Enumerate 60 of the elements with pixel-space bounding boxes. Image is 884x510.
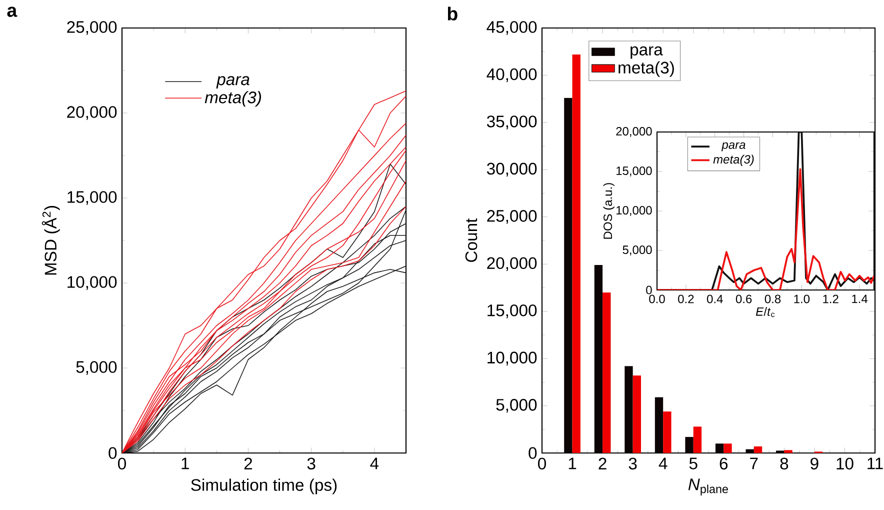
x-tick-label: 3 [628, 458, 637, 470]
x-tick-label: 9 [810, 458, 818, 470]
x-tick-label: 0 [538, 458, 546, 470]
y-tick-label: 5,000 [496, 398, 537, 413]
y-tick-label: 25,000 [67, 21, 117, 35]
x-tick-label: 6 [720, 458, 728, 470]
x-axis-title: N$_{plane}$ [688, 478, 728, 496]
x-tick-label: 11 [868, 458, 883, 470]
y-tick-label: 45,000 [486, 21, 537, 35]
chart-title: a [7, 6, 18, 17]
y-tick-label: 15,000 [616, 166, 652, 176]
legend-label: para [630, 46, 663, 59]
x-tick-label: 2 [598, 458, 606, 470]
x-tick-label: 1.4 [852, 294, 868, 303]
legend-label: meta(3) [204, 91, 262, 107]
y-tick-label: 25,000 [487, 210, 537, 224]
x-tick-label: 4 [370, 458, 379, 470]
x-tick-label: 1 [568, 458, 576, 470]
y-tick-label: 20,000 [67, 106, 117, 120]
y-tick-label: 10,000 [68, 276, 117, 290]
x-axis-title: E/t$_{c}$ [756, 307, 775, 318]
y-tick-label: 0 [528, 447, 537, 459]
y-axis-title: MSD (Å$^{2}$) [42, 206, 60, 275]
y-tick-label: 0 [646, 286, 652, 294]
x-tick-label: 5 [689, 458, 698, 470]
x-tick-label: 1.2 [823, 294, 838, 304]
y-tick-label: 10,000 [488, 352, 537, 366]
y-tick-label: 15,000 [68, 191, 117, 205]
x-tick-label: 0.0 [649, 294, 665, 304]
x-tick-label: 8 [780, 458, 788, 470]
y-tick-label: 30,000 [486, 162, 537, 177]
y-axis-title: Count [465, 218, 478, 262]
legend-label: meta(3) [713, 154, 754, 166]
y-tick-label: 5,000 [622, 246, 652, 256]
legend-label: meta(3) [618, 61, 674, 77]
y-tick-label: 5,000 [76, 361, 117, 375]
legend-label: para [721, 142, 746, 152]
y-tick-label: 20,000 [487, 257, 537, 271]
x-axis-title: Simulation time (ps) [191, 478, 337, 494]
y-tick-label: 35,000 [486, 116, 537, 130]
y-axis-title: DOS (a.u.) [603, 183, 614, 239]
x-tick-label: 1.0 [794, 294, 810, 304]
x-tick-label: 0.6 [736, 294, 752, 304]
x-tick-label: 3 [307, 458, 316, 470]
y-tick-label: 15,000 [488, 304, 537, 318]
x-tick-label: 0.2 [678, 294, 694, 304]
x-tick-label: 4 [658, 458, 668, 470]
x-tick-label: 1 [182, 458, 189, 470]
x-tick-label: 2 [244, 458, 252, 470]
x-tick-label: 10 [836, 458, 854, 470]
y-tick-label: 20,000 [616, 127, 652, 137]
x-tick-label: 0.4 [706, 294, 723, 304]
y-tick-label: 10,000 [616, 206, 652, 216]
x-tick-label: 0 [118, 458, 126, 470]
x-tick-label: 0.8 [764, 294, 781, 304]
y-tick-label: 40,000 [486, 68, 537, 82]
legend-label: para [216, 76, 250, 89]
y-tick-label: 0 [108, 447, 117, 459]
chart-title: b [448, 6, 458, 20]
x-tick-label: 7 [750, 458, 758, 470]
